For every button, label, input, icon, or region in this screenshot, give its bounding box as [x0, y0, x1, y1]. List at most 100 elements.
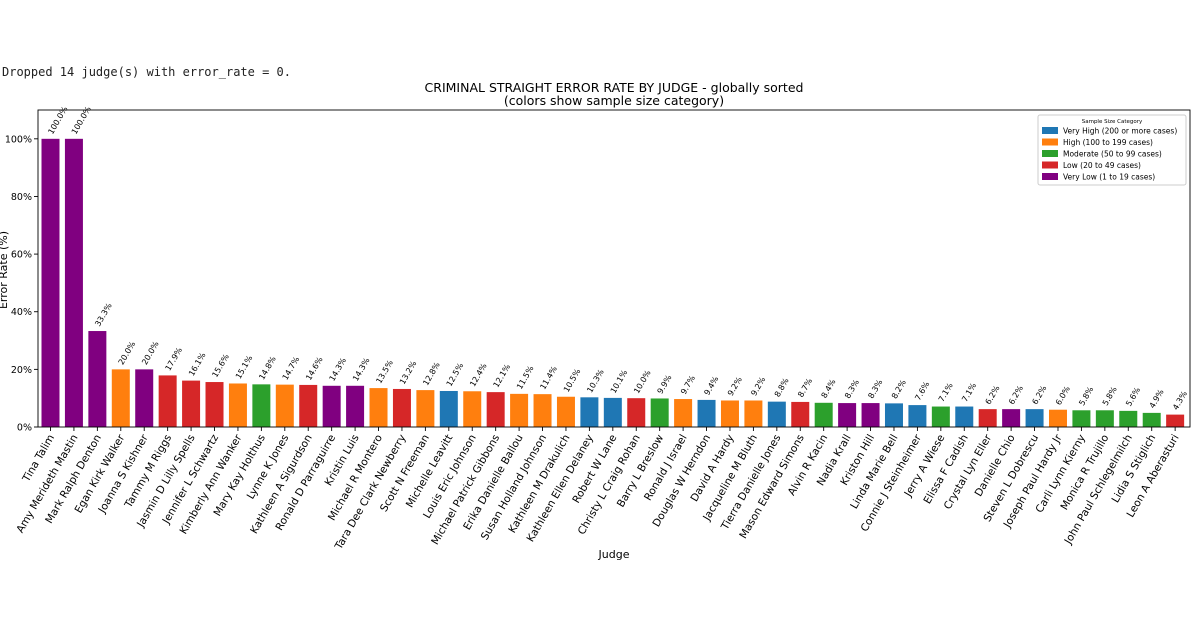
value-label: 5.8% [1077, 385, 1095, 407]
value-label: 12.8% [421, 360, 442, 387]
value-label: 6.2% [1007, 384, 1025, 406]
bar [1025, 409, 1044, 427]
legend-entry: Very Low (1 to 19 cases) [1063, 173, 1155, 182]
value-label: 5.8% [1101, 385, 1119, 407]
legend-entry: Very High (200 or more cases) [1063, 127, 1177, 136]
bar [556, 396, 575, 427]
bar [720, 400, 739, 427]
bar [486, 392, 505, 427]
bar [1048, 409, 1067, 427]
value-label: 16.1% [187, 351, 208, 378]
bar [463, 391, 482, 427]
value-label: 8.2% [890, 378, 908, 400]
chart-title: CRIMINAL STRAIGHT ERROR RATE BY JUDGE - … [425, 80, 804, 95]
y-axis-label: Error Rate (%) [0, 231, 10, 309]
value-label: 4.9% [1148, 387, 1166, 409]
value-label: 100.0% [70, 105, 93, 136]
bar [791, 401, 810, 427]
bar [322, 385, 341, 427]
bar [228, 383, 247, 427]
bar [135, 369, 154, 427]
bar [346, 385, 365, 427]
legend-swatch [1042, 138, 1058, 146]
bar [884, 403, 903, 427]
bar [41, 138, 60, 427]
value-label: 10.3% [585, 367, 606, 394]
value-label: 6.2% [984, 384, 1002, 406]
value-label: 8.3% [866, 378, 884, 400]
bar [1166, 414, 1185, 427]
value-label: 20.0% [117, 340, 138, 367]
value-label: 14.3% [351, 356, 372, 383]
legend-title: Sample Size Category [1082, 119, 1143, 125]
bar [1095, 410, 1114, 427]
value-label: 7.1% [960, 381, 978, 403]
value-label: 9.7% [679, 374, 697, 396]
bar [111, 369, 130, 427]
value-label: 14.7% [281, 355, 302, 382]
bar [908, 405, 927, 427]
bar [580, 397, 599, 427]
bar [955, 406, 974, 427]
value-label: 12.4% [468, 361, 489, 388]
value-label: 10.0% [632, 368, 653, 395]
bar [744, 400, 763, 427]
bar [392, 388, 411, 427]
bar [88, 331, 107, 427]
bar [650, 398, 669, 427]
value-label: 11.5% [515, 364, 536, 391]
bar [439, 390, 458, 427]
bar [603, 397, 622, 427]
bar [205, 382, 224, 427]
chart-subtitle: (colors show sample size category) [504, 93, 724, 108]
legend-swatch [1042, 150, 1058, 157]
value-label: 33.3% [93, 301, 114, 328]
value-label: 11.4% [538, 364, 559, 391]
legend: Sample Size Category Very High (200 or m… [1037, 114, 1187, 186]
value-label: 4.3% [1171, 389, 1189, 411]
bar [1002, 409, 1021, 427]
value-label: 8.4% [820, 377, 838, 399]
y-axis: 0% 20% 40% 60% 80% 100% [5, 134, 38, 434]
value-label: 8.3% [843, 378, 861, 400]
bar [510, 393, 529, 427]
value-label: 10.5% [562, 367, 583, 394]
bar [533, 394, 552, 427]
value-label: 15.1% [234, 354, 255, 381]
value-label: 12.1% [492, 362, 513, 389]
legend-swatch [1042, 127, 1058, 134]
legend-entry: Moderate (50 to 99 cases) [1063, 150, 1162, 159]
value-label: 5.6% [1124, 385, 1142, 407]
legend-swatch [1042, 161, 1058, 169]
legend-box [1037, 114, 1187, 186]
value-labels: 100.0% 100.0%33.3%20.0% 20.0% 17.9% 16.1% 15.… [46, 105, 1189, 412]
bar [767, 401, 786, 427]
value-label: 15.6% [210, 352, 231, 379]
bar [814, 402, 833, 427]
value-label: 17.9% [164, 346, 185, 373]
legend-entry: High (100 to 199 cases) [1063, 138, 1153, 147]
bar [275, 384, 294, 427]
bar [1119, 410, 1138, 427]
value-label: 100.0% [46, 105, 69, 136]
value-label: 12.5% [445, 361, 466, 388]
value-label: 7.6% [913, 380, 931, 402]
value-label: 9.9% [656, 373, 674, 395]
legend-swatch [1042, 173, 1058, 180]
bar [697, 399, 716, 427]
bar [861, 403, 880, 427]
value-label: 14.8% [257, 354, 278, 381]
bar [252, 384, 271, 427]
value-label: 8.8% [773, 376, 791, 398]
bar [674, 399, 693, 427]
value-label: 9.4% [702, 374, 720, 396]
y-tick-label: 100% [5, 134, 32, 145]
y-tick-label: 80% [11, 192, 32, 203]
value-label: 14.6% [304, 355, 325, 382]
value-label: 13.2% [398, 359, 419, 386]
bar [64, 138, 83, 427]
dropped-judges-notice: Dropped 14 judge(s) with error_rate = 0. [2, 65, 291, 79]
value-label: 9.2% [726, 375, 744, 397]
